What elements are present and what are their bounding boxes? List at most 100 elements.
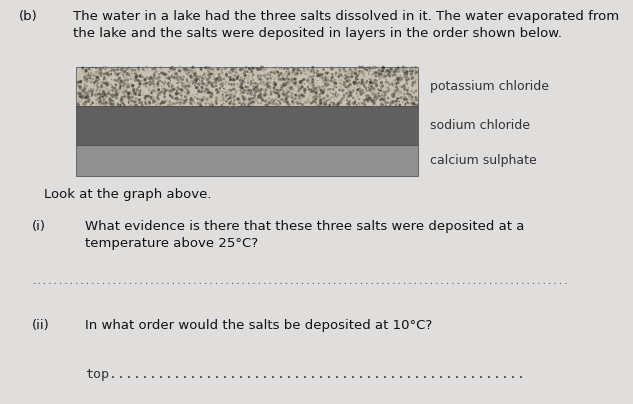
Point	[405, 75, 415, 82]
Point	[358, 70, 368, 77]
Point	[259, 78, 269, 85]
Point	[365, 96, 375, 103]
Point	[351, 74, 361, 80]
Point	[381, 79, 391, 85]
Point	[242, 84, 253, 90]
Point	[262, 97, 272, 103]
Point	[187, 78, 197, 84]
Point	[229, 97, 239, 104]
Point	[246, 75, 256, 81]
Point	[169, 86, 179, 93]
Point	[73, 82, 84, 89]
Point	[80, 94, 91, 100]
Point	[326, 65, 336, 71]
Point	[204, 65, 214, 72]
Point	[98, 90, 108, 97]
Point	[367, 64, 377, 70]
Point	[213, 90, 223, 96]
Point	[228, 93, 238, 100]
Point	[120, 81, 130, 87]
Point	[125, 95, 135, 101]
Point	[99, 101, 110, 107]
Point	[212, 76, 222, 82]
Point	[175, 99, 185, 106]
Point	[75, 98, 85, 105]
Point	[139, 94, 149, 101]
Point	[174, 86, 184, 92]
Point	[104, 72, 114, 78]
Point	[164, 75, 174, 81]
Point	[134, 67, 144, 73]
Point	[104, 68, 114, 74]
Point	[335, 72, 346, 78]
Point	[285, 84, 296, 91]
Point	[163, 89, 173, 95]
Point	[220, 72, 230, 79]
Point	[395, 69, 405, 76]
Point	[158, 85, 168, 92]
Point	[172, 87, 182, 94]
Point	[401, 95, 411, 102]
Point	[298, 80, 308, 86]
Point	[185, 98, 196, 104]
Point	[73, 94, 84, 100]
Point	[162, 97, 172, 104]
Point	[273, 90, 283, 97]
Point	[129, 99, 139, 105]
Point	[377, 95, 387, 101]
Point	[91, 69, 101, 76]
Point	[282, 68, 292, 75]
Point	[204, 89, 214, 96]
Point	[104, 80, 114, 86]
Point	[293, 96, 303, 102]
Point	[311, 73, 321, 80]
Point	[104, 91, 115, 97]
Point	[244, 96, 254, 103]
Point	[116, 97, 126, 104]
Point	[264, 71, 274, 77]
Point	[185, 70, 196, 77]
Point	[150, 88, 160, 95]
Point	[237, 80, 248, 86]
Point	[385, 65, 396, 72]
Point	[296, 80, 306, 86]
Point	[378, 75, 388, 81]
Point	[357, 79, 367, 86]
Point	[375, 69, 385, 76]
Point	[105, 72, 115, 79]
Point	[249, 86, 259, 92]
Point	[362, 78, 372, 84]
Point	[280, 82, 290, 88]
Point	[172, 76, 182, 83]
Point	[124, 71, 134, 78]
Point	[242, 76, 253, 82]
Point	[245, 88, 255, 95]
Point	[194, 77, 204, 83]
Point	[329, 92, 339, 98]
Point	[83, 98, 93, 104]
Point	[399, 74, 410, 80]
Point	[282, 101, 292, 107]
Point	[366, 77, 376, 83]
Point	[148, 78, 158, 85]
Point	[299, 89, 310, 96]
Point	[400, 67, 410, 74]
Point	[83, 94, 93, 101]
Point	[299, 76, 309, 82]
Point	[370, 77, 380, 84]
Point	[111, 91, 121, 98]
Point	[201, 97, 211, 103]
Point	[99, 89, 109, 95]
Point	[298, 92, 308, 99]
Point	[78, 81, 89, 87]
Point	[260, 92, 270, 99]
Point	[220, 100, 230, 107]
Point	[290, 65, 300, 72]
Point	[309, 69, 319, 76]
Point	[91, 97, 101, 103]
Point	[96, 97, 106, 103]
Point	[187, 67, 197, 74]
Point	[266, 91, 276, 97]
Point	[219, 66, 229, 72]
Point	[192, 75, 203, 82]
